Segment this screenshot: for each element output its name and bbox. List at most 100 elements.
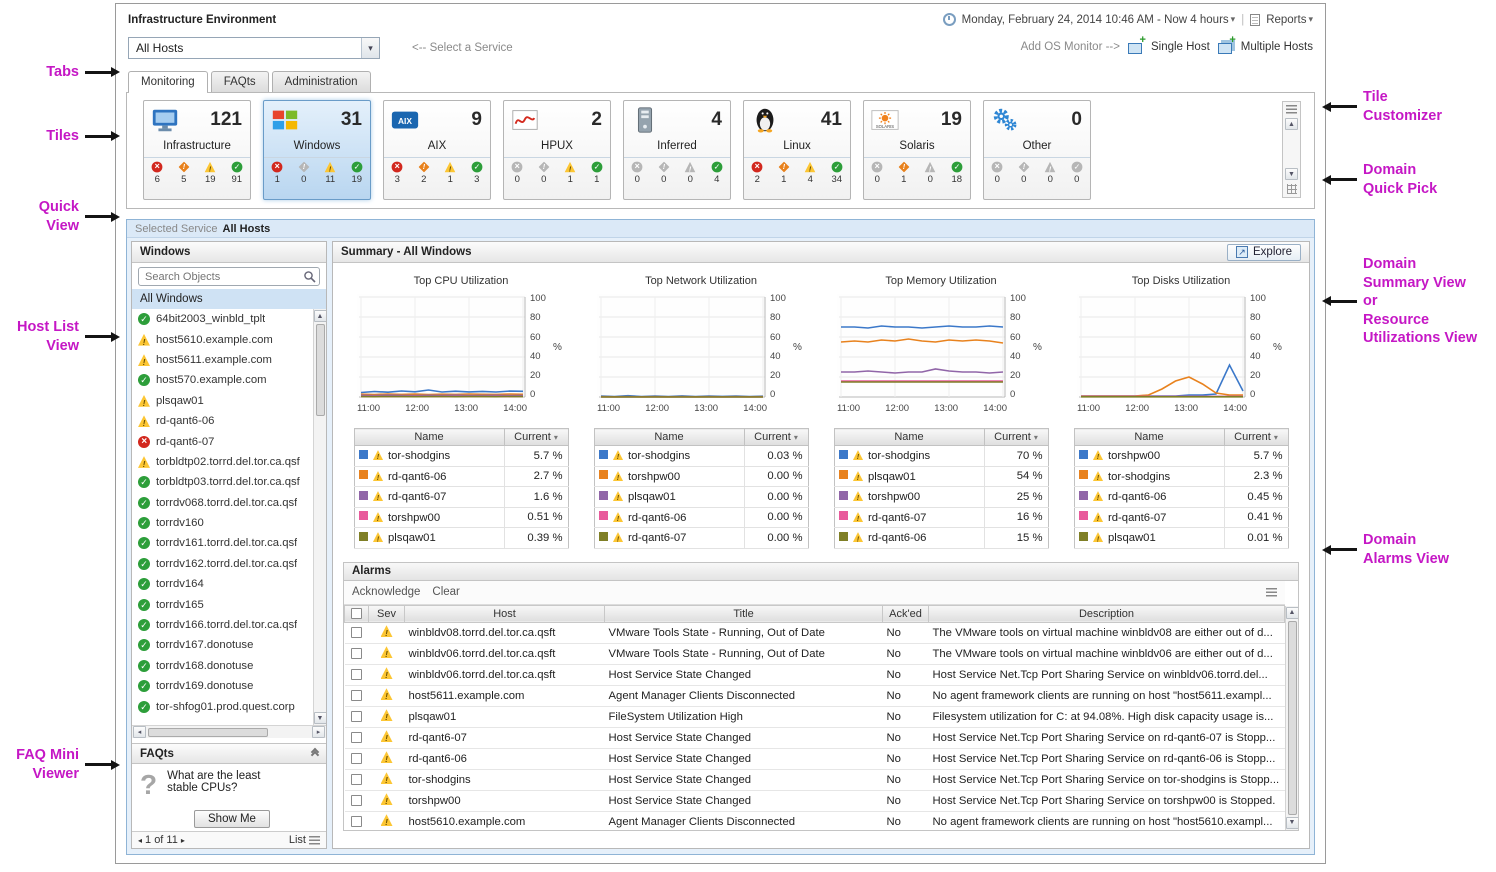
prev-icon[interactable]: ◂ bbox=[138, 835, 143, 845]
host-list-item[interactable]: host5611.example.com bbox=[138, 350, 326, 370]
next-icon[interactable]: ▸ bbox=[180, 835, 185, 845]
search-input[interactable] bbox=[145, 270, 303, 283]
fatal-count[interactable]: 0 bbox=[984, 161, 1011, 185]
normal-count[interactable]: 0 bbox=[1064, 161, 1091, 185]
alarms-menu-icon[interactable] bbox=[1266, 587, 1277, 597]
scroll-down-icon[interactable]: ▼ bbox=[1285, 816, 1298, 829]
column-header-current[interactable]: Current ▾ bbox=[743, 428, 809, 446]
metric-row[interactable]: torshpw00 0.00 % bbox=[594, 466, 808, 487]
warning-count[interactable]: 4 bbox=[797, 161, 824, 185]
column-header-name[interactable]: Name bbox=[1073, 428, 1225, 446]
alarm-row[interactable]: winbldv08.torrd.del.tor.ca.qsft VMware T… bbox=[344, 622, 1285, 644]
host-list-item[interactable]: plsqaw01 bbox=[138, 391, 326, 411]
scroll-right-icon[interactable]: ▸ bbox=[312, 726, 325, 738]
service-dropdown[interactable]: All Hosts ▾ bbox=[128, 37, 380, 59]
search-icon[interactable] bbox=[303, 270, 316, 283]
tab-faqts[interactable]: FAQts bbox=[210, 71, 269, 92]
scroll-down-icon[interactable]: ▼ bbox=[1285, 168, 1298, 180]
all-windows-item[interactable]: All Windows bbox=[132, 289, 326, 309]
fatal-count[interactable]: 0 bbox=[864, 161, 891, 185]
critical-count[interactable]: 0 bbox=[1011, 161, 1038, 185]
fatal-count[interactable]: 0 bbox=[504, 161, 531, 185]
show-me-button[interactable]: Show Me bbox=[194, 810, 270, 828]
critical-count[interactable]: 0 bbox=[291, 161, 318, 185]
scroll-up-icon[interactable]: ▲ bbox=[1285, 118, 1298, 130]
alarm-checkbox[interactable] bbox=[351, 690, 362, 702]
alarm-row[interactable]: torshpw00 Host Service State Changed No … bbox=[344, 790, 1285, 812]
search-objects-box[interactable] bbox=[138, 267, 320, 286]
host-list-item[interactable]: tor-shfog01.prod.quest.corp bbox=[138, 696, 326, 716]
column-header-name[interactable]: Name bbox=[593, 428, 745, 446]
metric-row[interactable]: rd-qant6-06 2.7 % bbox=[354, 466, 568, 487]
column-header-description[interactable]: Description bbox=[928, 604, 1285, 623]
metric-row[interactable]: tor-shodgins 5.7 % bbox=[354, 445, 568, 467]
host-list-scrollbar[interactable]: ▲ ▼ bbox=[313, 309, 326, 725]
reports-menu[interactable]: Reports ▾ bbox=[1266, 14, 1313, 26]
customizer-menu-icon[interactable] bbox=[1286, 105, 1297, 114]
alarm-checkbox[interactable] bbox=[351, 732, 362, 744]
tab-administration[interactable]: Administration bbox=[271, 71, 371, 92]
metric-row[interactable]: rd-qant6-06 0.45 % bbox=[1074, 486, 1288, 508]
metric-row[interactable]: rd-qant6-07 16 % bbox=[834, 507, 1048, 528]
warning-count[interactable]: 0 bbox=[677, 161, 704, 185]
metric-row[interactable]: tor-shodgins 0.03 % bbox=[594, 445, 808, 467]
metric-row[interactable]: torshpw00 0.51 % bbox=[354, 507, 568, 528]
faqts-header[interactable]: FAQts bbox=[132, 743, 326, 764]
tile-inferred[interactable]: 4 Inferred 0 0 0 4 bbox=[623, 100, 731, 200]
alarm-row[interactable]: host5610.example.com Agent Manager Clien… bbox=[344, 811, 1285, 830]
warning-count[interactable]: 11 bbox=[317, 161, 344, 185]
explore-button[interactable]: ↗ Explore bbox=[1227, 243, 1301, 261]
metric-row[interactable]: plsqaw01 0.01 % bbox=[1074, 527, 1288, 549]
host-list-item[interactable]: torrdv168.donotuse bbox=[138, 656, 326, 676]
warning-count[interactable]: 0 bbox=[917, 161, 944, 185]
alarm-checkbox[interactable] bbox=[351, 648, 362, 660]
metric-row[interactable]: plsqaw01 54 % bbox=[834, 466, 1048, 487]
scrollbar-thumb[interactable] bbox=[148, 727, 268, 737]
normal-count[interactable]: 18 bbox=[944, 161, 971, 185]
warning-count[interactable]: 19 bbox=[197, 161, 224, 185]
host-list-item[interactable]: torbldtp02.torrd.del.tor.ca.qsf bbox=[138, 452, 326, 472]
alarm-row[interactable]: plsqaw01 FileSystem Utilization High No … bbox=[344, 706, 1285, 728]
host-list-item[interactable]: torrdv068.torrd.del.tor.ca.qsf bbox=[138, 493, 326, 513]
normal-count[interactable]: 19 bbox=[344, 161, 371, 185]
alarm-checkbox[interactable] bbox=[351, 627, 362, 639]
normal-count[interactable]: 4 bbox=[704, 161, 731, 185]
fatal-count[interactable]: 1 bbox=[264, 161, 291, 185]
alarms-scrollbar[interactable]: ▲ ▼ bbox=[1285, 605, 1298, 830]
fatal-count[interactable]: 3 bbox=[384, 161, 411, 185]
multiple-hosts-button[interactable]: Multiple Hosts bbox=[1240, 41, 1313, 53]
column-header-name[interactable]: Name bbox=[833, 428, 985, 446]
alarm-checkbox[interactable] bbox=[351, 774, 362, 786]
column-header-current[interactable]: Current ▾ bbox=[1223, 428, 1289, 446]
host-list-item[interactable]: host570.example.com bbox=[138, 370, 326, 390]
host-list-item[interactable]: torrdv164 bbox=[138, 574, 326, 594]
alarm-row[interactable]: rd-qant6-07 Host Service State Changed N… bbox=[344, 727, 1285, 749]
critical-count[interactable]: 0 bbox=[651, 161, 678, 185]
host-list-item[interactable]: torrdv169.donotuse bbox=[138, 676, 326, 696]
host-list-item[interactable]: rd-qant6-06 bbox=[138, 411, 326, 431]
column-header-name[interactable]: Name bbox=[353, 428, 505, 446]
collapse-icon[interactable] bbox=[310, 747, 320, 760]
scroll-up-icon[interactable]: ▲ bbox=[1285, 606, 1298, 619]
critical-count[interactable]: 5 bbox=[171, 161, 198, 185]
normal-count[interactable]: 91 bbox=[224, 161, 251, 185]
normal-count[interactable]: 3 bbox=[464, 161, 491, 185]
metric-row[interactable]: plsqaw01 0.39 % bbox=[354, 527, 568, 549]
single-host-button[interactable]: Single Host bbox=[1150, 41, 1210, 53]
tile-windows[interactable]: 31 Windows 1 0 11 19 bbox=[263, 100, 371, 200]
alarm-checkbox[interactable] bbox=[351, 669, 362, 681]
faq-question[interactable]: What are the least stable CPUs? bbox=[167, 770, 261, 794]
tile-linux[interactable]: 41 Linux 2 1 4 34 bbox=[743, 100, 851, 200]
fatal-count[interactable]: 6 bbox=[144, 161, 171, 185]
host-list-item[interactable]: torrdv167.donotuse bbox=[138, 635, 326, 655]
metric-row[interactable]: rd-qant6-06 15 % bbox=[834, 527, 1048, 549]
alarm-row[interactable]: host5611.example.com Agent Manager Clien… bbox=[344, 685, 1285, 707]
critical-count[interactable]: 1 bbox=[891, 161, 918, 185]
host-list-item[interactable]: torrdv165 bbox=[138, 594, 326, 614]
tile-other[interactable]: 0 Other 0 0 0 0 bbox=[983, 100, 1091, 200]
alarm-row[interactable]: rd-qant6-06 Host Service State Changed N… bbox=[344, 748, 1285, 770]
tile-customizer[interactable]: ▲ ▼ bbox=[1282, 101, 1301, 198]
warning-count[interactable]: 1 bbox=[557, 161, 584, 185]
fatal-count[interactable]: 2 bbox=[744, 161, 771, 185]
faq-pager[interactable]: ◂ 1 of 11 ▸ bbox=[138, 834, 185, 846]
